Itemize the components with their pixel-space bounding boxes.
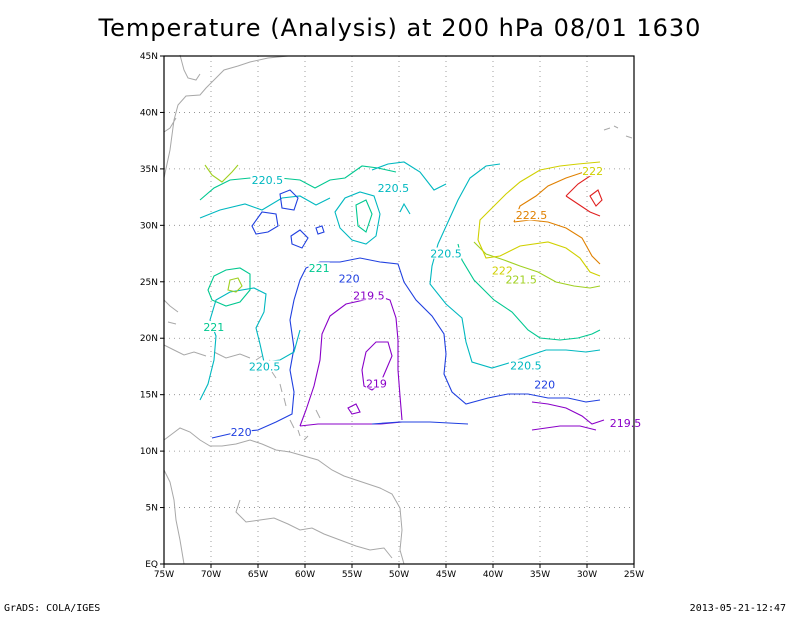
contour-label: 220.5: [430, 248, 462, 261]
contour-line-221-northeast: [355, 199, 373, 233]
contour-label-bg: [429, 247, 463, 259]
contour-line-221.5-northwest: [204, 164, 239, 183]
contour-line-219.5-center: [299, 295, 605, 431]
contour-line-221-west: [207, 267, 251, 307]
contour-label-bg: [247, 360, 282, 372]
contour-label: 222.5: [516, 209, 548, 222]
contour-line-220.5-northwest: [199, 161, 447, 245]
lat-tick-label: 35N: [140, 165, 158, 175]
coastline-antilles: [163, 299, 321, 441]
lon-tick-label: 40W: [483, 570, 503, 580]
coastlines: [163, 54, 633, 565]
lon-tick-label: 45W: [436, 570, 456, 580]
contour-label-bg: [504, 273, 539, 285]
lon-tick-label: 25W: [624, 570, 644, 580]
contour-label-bg: [514, 209, 549, 221]
contour-label-bg: [534, 378, 556, 390]
contour-label: 220.5: [249, 360, 281, 373]
contour-label: 220: [339, 272, 360, 285]
lon-tick-label: 30W: [577, 570, 597, 580]
lat-tick-label: 40N: [140, 108, 158, 118]
contour-line-221-east: [457, 243, 601, 341]
latitude-axis: EQ 5N 10N 15N 20N 25N 30N 35N 40N 45N: [140, 52, 164, 570]
contour-line-222-east: [477, 161, 601, 277]
map-title: Temperature (Analysis) at 200 hPa 08/01 …: [98, 14, 702, 42]
contour-label: 220.5: [252, 174, 284, 187]
coastline-north-america: [163, 54, 289, 179]
contour-label-bg: [338, 272, 360, 284]
lat-tick-label: 25N: [140, 278, 158, 288]
contour-label-bg: [351, 289, 386, 301]
footer-timestamp: 2013-05-21-12:47: [689, 603, 786, 614]
graticule: [164, 56, 634, 564]
lat-tick-label: EQ: [145, 560, 158, 570]
contour-label: 221.5: [505, 274, 537, 287]
contour-label-bg: [365, 377, 388, 389]
contour-label-bg: [491, 264, 513, 276]
contour-line-221.5-west: [227, 277, 243, 293]
contour-label: 220.5: [378, 182, 410, 195]
contour-line-220-west: [211, 257, 601, 439]
contour-line-221-northwest: [199, 165, 397, 201]
contour-label-bg: [230, 425, 252, 437]
lat-tick-label: 5N: [146, 504, 158, 514]
lon-tick-label: 50W: [389, 570, 409, 580]
contour-line-221.5-east: [473, 241, 601, 289]
contour-lines: [199, 161, 605, 439]
coastline-islands-east: [603, 125, 633, 139]
contour-label: 219.5: [610, 417, 642, 430]
lat-tick-label: 15N: [140, 391, 158, 401]
lon-tick-label: 65W: [248, 570, 268, 580]
contour-label-bg: [250, 174, 285, 186]
contour-label: 219: [366, 377, 387, 390]
contour-label: 219.5: [353, 289, 385, 302]
contour-label-bg: [582, 165, 604, 177]
contour-label-bg: [308, 262, 330, 274]
contour-line-220.5-east: [399, 163, 601, 369]
lat-tick-label: 45N: [140, 52, 158, 62]
lat-tick-label: 30N: [140, 221, 158, 231]
footer-credit: GrADS: COLA/IGES: [4, 603, 101, 614]
coastline-south-america: [163, 427, 405, 565]
lon-tick-label: 55W: [342, 570, 362, 580]
lon-tick-label: 75W: [154, 570, 174, 580]
contour-labels: 220.5220.5220.5221220222.5222222221.5219…: [203, 165, 643, 439]
contour-label: 220: [534, 379, 555, 392]
contour-line-220-segment: [371, 421, 469, 425]
lon-tick-label: 70W: [201, 570, 221, 580]
contour-label-bg: [376, 182, 411, 194]
contour-label-bg: [508, 359, 543, 371]
contour-line-220.5-west: [199, 287, 301, 401]
contour-label-bg: [608, 416, 643, 428]
lat-tick-label: 10N: [140, 447, 158, 457]
lat-tick-label: 20N: [140, 334, 158, 344]
contour-line-220-loops: [251, 189, 325, 249]
contour-label: 222: [582, 165, 603, 178]
contour-label: 221: [309, 262, 330, 275]
lon-tick-label: 60W: [295, 570, 315, 580]
contour-label: 220.5: [510, 359, 542, 372]
contour-line-223-east: [565, 173, 603, 217]
contour-label-bg: [203, 320, 225, 332]
contour-label: 220: [231, 426, 252, 439]
map-frame: [163, 55, 635, 565]
lon-tick-label: 35W: [530, 570, 550, 580]
longitude-axis: 75W 70W 65W 60W 55W 50W 45W 40W 35W 30W 25W: [154, 564, 644, 580]
contour-label: 221: [203, 321, 224, 334]
